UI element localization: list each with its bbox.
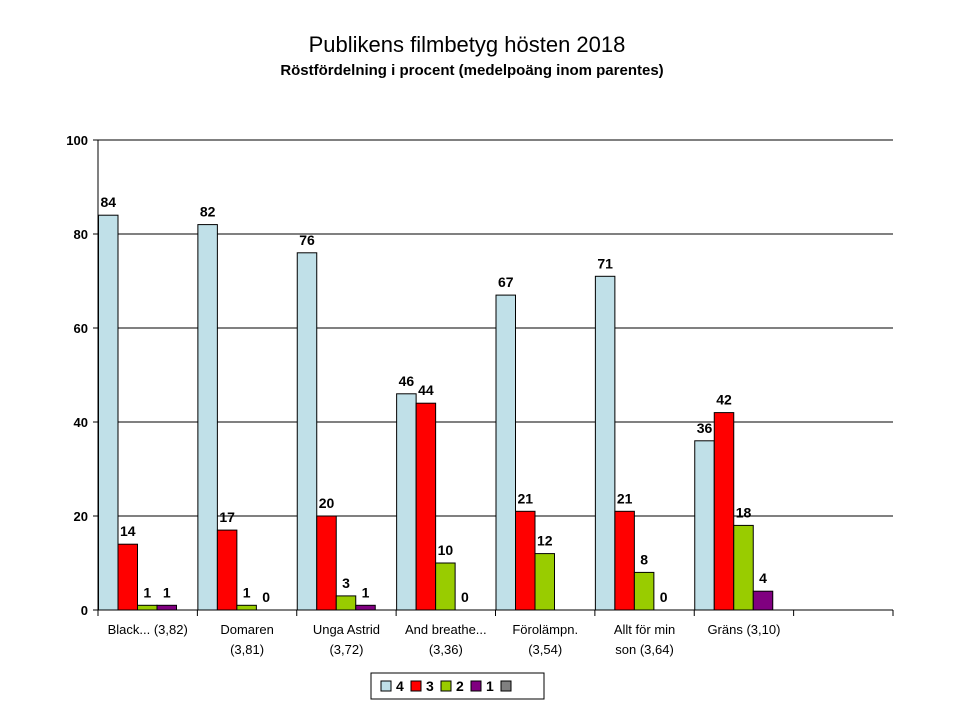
data-label: 46 [399, 373, 415, 389]
legend-swatch [410, 680, 422, 692]
bar [236, 604, 257, 611]
data-label: 8 [640, 551, 648, 567]
data-label: 76 [299, 232, 315, 248]
data-label: 18 [736, 504, 752, 520]
x-tick-label: son (3,64) [615, 642, 674, 657]
bar [296, 252, 318, 611]
bar [495, 294, 516, 611]
bar [156, 604, 177, 611]
legend-swatch [380, 680, 392, 692]
chart-subtitle: Röstfördelning i procent (medelpoäng ino… [280, 62, 663, 79]
bar [316, 515, 337, 611]
data-label: 20 [319, 495, 335, 511]
x-tick-label: Domaren [220, 622, 273, 637]
data-label: 3 [342, 575, 350, 591]
y-tick-label: 60 [74, 321, 88, 336]
legend-label: 4 [396, 678, 404, 694]
bar [515, 510, 536, 611]
x-tick-label: Allt för min [614, 622, 675, 637]
x-tick-label: (3,36) [429, 642, 463, 657]
bar [694, 440, 715, 611]
y-tick-label: 80 [74, 227, 88, 242]
data-label: 1 [243, 584, 251, 600]
x-tick-label: Unga Astrid [313, 622, 380, 637]
legend-swatch [500, 680, 512, 692]
y-tick-label: 40 [74, 415, 88, 430]
bar [396, 393, 417, 611]
y-tick-label: 0 [81, 603, 88, 618]
bar [216, 529, 238, 611]
legend-swatch [440, 680, 452, 692]
legend-box [370, 672, 545, 700]
data-label: 21 [517, 490, 533, 506]
data-label: 82 [200, 204, 216, 220]
data-label: 42 [716, 392, 732, 408]
y-tick-label: 100 [66, 133, 88, 148]
y-tick-label: 20 [74, 509, 88, 524]
data-label: 1 [163, 584, 171, 600]
legend-label: 3 [426, 678, 434, 694]
bar [614, 510, 635, 611]
bar [713, 412, 735, 611]
bars [98, 214, 774, 611]
data-label: 67 [498, 274, 514, 290]
data-label: 17 [219, 509, 235, 525]
data-label: 0 [461, 589, 469, 605]
bar [117, 543, 138, 611]
data-label: 12 [537, 533, 553, 549]
bar [534, 553, 555, 611]
bar [633, 571, 655, 611]
data-label: 0 [262, 589, 270, 605]
x-tick-label: Förolämpn. [512, 622, 578, 637]
x-tick-label: And breathe... [405, 622, 487, 637]
legend-swatch [470, 680, 482, 692]
bar [415, 402, 437, 611]
bar [733, 524, 754, 611]
bar [335, 595, 357, 611]
bar [435, 562, 456, 611]
data-label: 71 [597, 255, 613, 271]
x-tick-label: Gräns (3,10) [707, 622, 780, 637]
x-tick-label: (3,81) [230, 642, 264, 657]
bar [752, 590, 774, 611]
data-label: 4 [759, 570, 767, 586]
data-label: 44 [418, 382, 434, 398]
data-label: 1 [362, 584, 370, 600]
bar [137, 604, 158, 611]
data-label: 21 [617, 490, 633, 506]
data-label: 14 [120, 523, 136, 539]
legend-label: 1 [486, 678, 494, 694]
x-tick-label: Black... (3,82) [108, 622, 188, 637]
data-label: 0 [660, 589, 668, 605]
data-label: 1 [143, 584, 151, 600]
x-tick-label: (3,54) [528, 642, 562, 657]
axes [93, 139, 894, 616]
bar [98, 214, 119, 611]
legend-label: 2 [456, 678, 464, 694]
bar [355, 604, 376, 611]
bar [594, 275, 616, 611]
data-label: 36 [697, 420, 713, 436]
data-label: 84 [100, 194, 116, 210]
chart-title: Publikens filmbetyg hösten 2018 [309, 32, 626, 57]
legend: 4 3 2 1 [370, 672, 545, 700]
bar [197, 224, 218, 611]
data-label: 10 [438, 542, 454, 558]
x-tick-label: (3,72) [329, 642, 363, 657]
